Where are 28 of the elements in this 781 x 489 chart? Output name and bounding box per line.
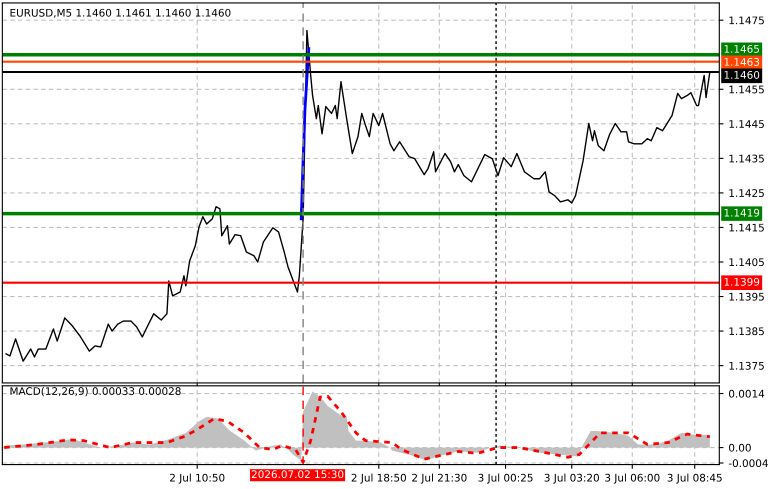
ref-line-label: 1.1460 <box>724 70 760 79</box>
y-tick-label: 1.1375 <box>729 362 764 370</box>
x-tick-label: 3 Jul 06:00 <box>605 474 660 484</box>
y-tick-label: 1.1475 <box>729 16 764 24</box>
ref-line-label: 1.1399 <box>724 278 760 286</box>
ref-line-label: 2026.07.02 15:30 <box>252 470 344 478</box>
y-tick-label: 1.1395 <box>729 292 764 301</box>
x-tick-label: 3 Jul 03:20 <box>544 474 599 484</box>
y-tick-label: 1.1425 <box>729 189 764 198</box>
ref-line-label: 1.1419 <box>724 208 760 217</box>
y-tick-label: 0.00 <box>729 444 751 452</box>
y-tick-label: 1.1405 <box>729 258 764 266</box>
ref-line-label: 1.1463 <box>724 58 760 66</box>
x-tick-label: 3 Jul 08:45 <box>668 474 722 484</box>
x-tick-label: 3 Jul 00:25 <box>478 474 533 484</box>
y-tick-label: 1.1435 <box>729 154 764 162</box>
y-tick-label: 1.1445 <box>729 120 764 128</box>
x-tick-label: 2 Jul 18:50 <box>352 474 406 484</box>
x-tick-label: 2 Jul 21:30 <box>412 474 467 484</box>
chart-title: EURUSD,M5 1.1460 1.1461 1.1460 1.1460 <box>10 8 230 18</box>
y-tick-label: -0.0004 <box>728 459 768 468</box>
y-tick-label: 1.1385 <box>729 327 764 336</box>
ref-line-label: 1.1465 <box>724 44 760 53</box>
chart-title: MACD(12,26,9) 0.00033 0.00028 <box>10 387 181 396</box>
y-tick-label: 1.1455 <box>729 86 764 94</box>
x-tick-label: 2 Jul 10:50 <box>170 474 224 484</box>
y-tick-label: 1.1415 <box>729 224 764 232</box>
y-tick-label: 0.0014 <box>729 390 764 398</box>
